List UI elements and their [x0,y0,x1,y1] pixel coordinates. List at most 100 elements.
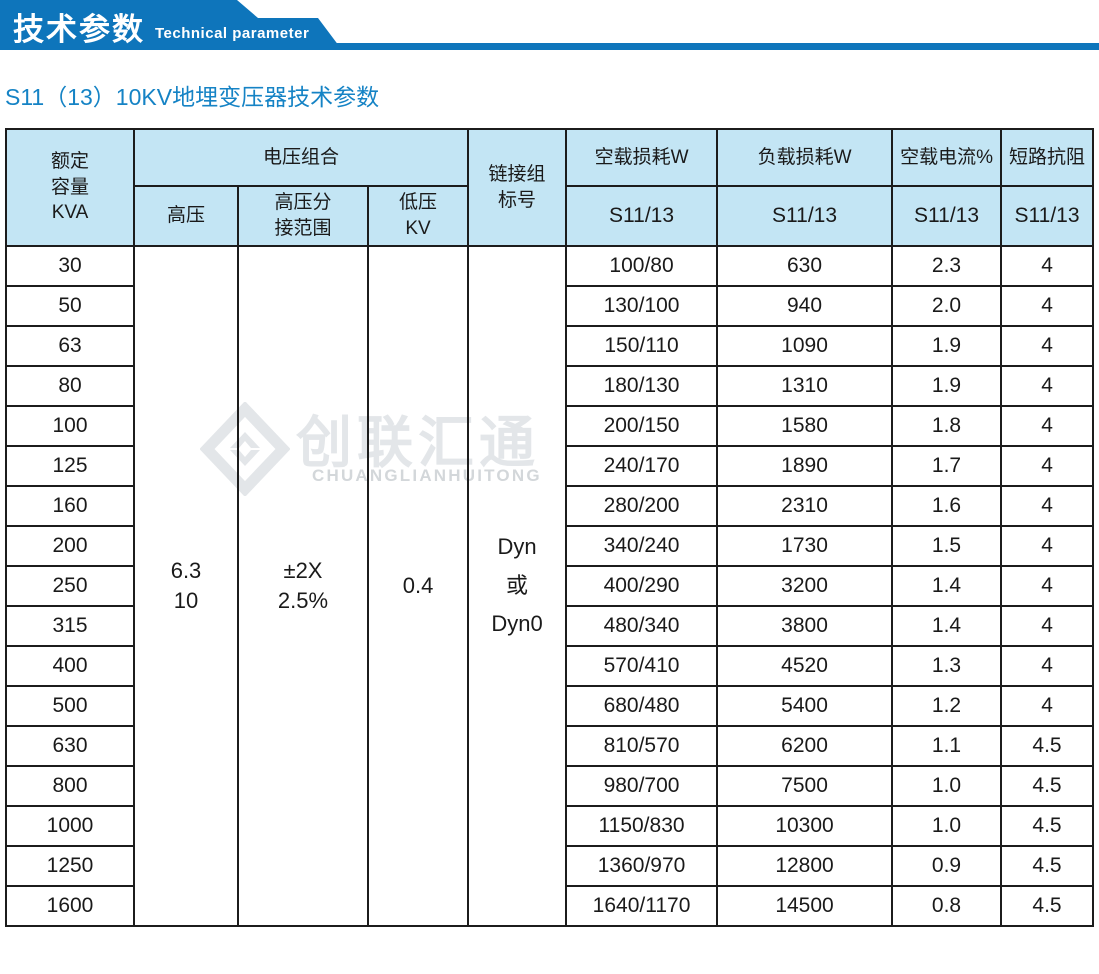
cell-noload-loss: 200/150 [565,405,719,447]
cell-noload-current: 1.9 [891,365,1003,407]
header-load-loss: 负载损耗W [716,128,894,187]
cell-load-loss: 4520 [716,645,894,687]
table-row: 400 570/410 4520 1.3 4 [5,645,1095,687]
cell-noload-current: 1.1 [891,725,1003,767]
cell-load-loss: 14500 [716,885,894,927]
header-capacity: 额定 容量 KVA [5,128,135,247]
cell-noload-current: 2.3 [891,245,1003,287]
cell-noload-current: 0.8 [891,885,1003,927]
cell-capacity: 1600 [5,885,135,927]
cell-capacity: 1000 [5,805,135,847]
table-row: 1000 1150/830 10300 1.0 4.5 [5,805,1095,847]
cell-noload-current: 0.9 [891,845,1003,887]
cell-noload-loss: 100/80 [565,245,719,287]
cell-noload-current: 1.8 [891,405,1003,447]
cell-capacity: 125 [5,445,135,487]
banner-title-cn: 技术参数 [13,12,145,47]
cell-noload-current: 1.0 [891,765,1003,807]
table-row: 125 240/170 1890 1.7 4 [5,445,1095,487]
cell-impedance: 4 [1000,285,1095,327]
cell-impedance: 4 [1000,685,1095,727]
cell-noload-loss: 1360/970 [565,845,719,887]
cell-load-loss: 2310 [716,485,894,527]
cell-capacity: 800 [5,765,135,807]
cell-noload-loss: 150/110 [565,325,719,367]
cell-noload-loss: 810/570 [565,725,719,767]
cell-capacity: 30 [5,245,135,287]
table-row: 160 280/200 2310 1.6 4 [5,485,1095,527]
cell-impedance: 4 [1000,445,1095,487]
cell-impedance: 4 [1000,485,1095,527]
cell-noload-current: 1.7 [891,445,1003,487]
table-row: 63 150/110 1090 1.9 4 [5,325,1095,367]
cell-hv-tap: ±2X 2.5% [237,245,369,927]
cell-load-loss: 1890 [716,445,894,487]
banner-title-en: Technical parameter [155,25,310,42]
cell-load-loss: 1730 [716,525,894,567]
banner: 技术参数 Technical parameter [0,0,1099,52]
cell-noload-current: 2.0 [891,285,1003,327]
cell-impedance: 4 [1000,605,1095,647]
table-row: 200 340/240 1730 1.5 4 [5,525,1095,567]
cell-impedance: 4 [1000,405,1095,447]
cell-impedance: 4.5 [1000,845,1095,887]
cell-capacity: 100 [5,405,135,447]
table-row: 800 980/700 7500 1.0 4.5 [5,765,1095,807]
cell-capacity: 160 [5,485,135,527]
cell-load-loss: 940 [716,285,894,327]
cell-impedance: 4 [1000,525,1095,567]
cell-capacity: 200 [5,525,135,567]
cell-load-loss: 1310 [716,365,894,407]
table-row: 250 400/290 3200 1.4 4 [5,565,1095,607]
header-hv-tap: 高压分 接范围 [237,185,369,247]
cell-impedance: 4 [1000,325,1095,367]
cell-impedance: 4.5 [1000,805,1095,847]
cell-noload-loss: 1640/1170 [565,885,719,927]
cell-load-loss: 12800 [716,845,894,887]
table-row: 315 480/340 3800 1.4 4 [5,605,1095,647]
cell-noload-loss: 180/130 [565,365,719,407]
cell-load-loss: 5400 [716,685,894,727]
cell-load-loss: 6200 [716,725,894,767]
header-model-load: S11/13 [716,185,894,247]
cell-noload-loss: 340/240 [565,525,719,567]
cell-capacity: 63 [5,325,135,367]
cell-noload-current: 1.9 [891,325,1003,367]
cell-capacity: 50 [5,285,135,327]
header-lv: 低压 KV [366,185,470,247]
cell-impedance: 4 [1000,645,1095,687]
technical-parameter-table: 额定 容量 KVA 电压组合 链接组 标号 空载损耗W 负载损耗W 空载电流% … [5,128,1095,927]
cell-hv: 6.3 10 [133,245,239,927]
cell-load-loss: 7500 [716,765,894,807]
table-row: 630 810/570 6200 1.1 4.5 [5,725,1095,767]
header-vector-group: 链接组 标号 [467,128,568,247]
cell-impedance: 4 [1000,245,1095,287]
header-row-2: 高压 高压分 接范围 低压 KV S11/13 S11/13 S11/13 S1… [6,185,1095,247]
header-impedance: 短路抗阻 [1000,128,1095,187]
header-row-1: 额定 容量 KVA 电压组合 链接组 标号 空载损耗W 负载损耗W 空载电流% … [5,128,1095,247]
header-model-current: S11/13 [891,185,1003,247]
cell-load-loss: 3800 [716,605,894,647]
header-hv: 高压 [133,185,239,247]
cell-capacity: 315 [5,605,135,647]
cell-impedance: 4.5 [1000,765,1095,807]
table-row: 50 130/100 940 2.0 4 [5,285,1095,327]
cell-load-loss: 630 [716,245,894,287]
cell-impedance: 4.5 [1000,885,1095,927]
table-body: 30 6.3 10 ±2X 2.5% 0.4 Dyn 或 Dyn0 100/80 630 2.… [5,245,1095,927]
cell-impedance: 4.5 [1000,725,1095,767]
cell-noload-current: 1.5 [891,525,1003,567]
header-model-impedance: S11/13 [1000,185,1095,247]
cell-noload-loss: 1150/830 [565,805,719,847]
table-row: 500 680/480 5400 1.2 4 [5,685,1095,727]
cell-capacity: 400 [5,645,135,687]
table-row: 100 200/150 1580 1.8 4 [5,405,1095,447]
cell-load-loss: 3200 [716,565,894,607]
header-noload-loss: 空载损耗W [565,128,719,187]
cell-noload-current: 1.3 [891,645,1003,687]
header-noload-current: 空载电流% [891,128,1003,187]
cell-capacity: 1250 [5,845,135,887]
cell-impedance: 4 [1000,565,1095,607]
cell-noload-current: 1.4 [891,565,1003,607]
cell-noload-loss: 570/410 [565,645,719,687]
